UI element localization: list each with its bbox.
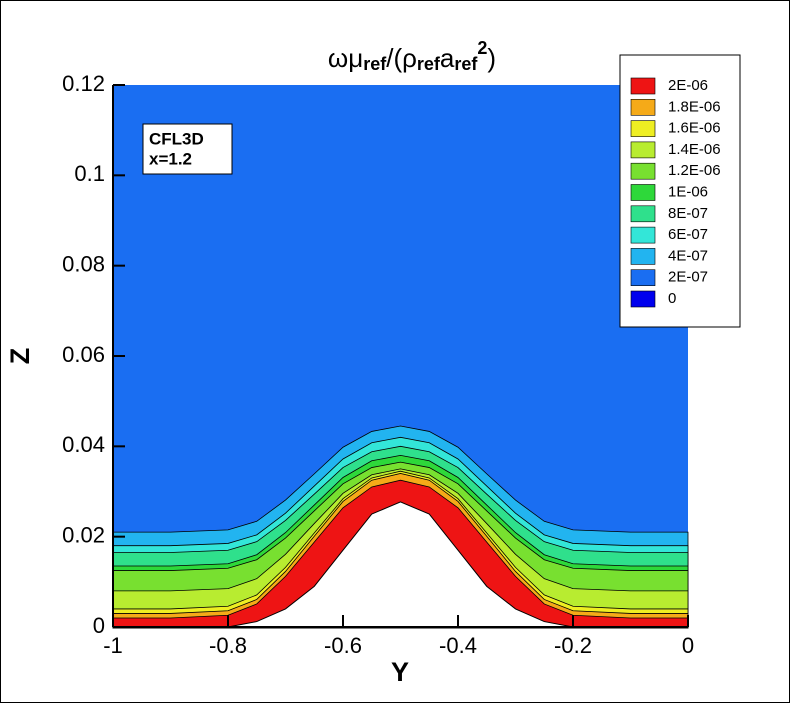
y-tick-label: 0.1 bbox=[74, 161, 105, 186]
title-part: ) bbox=[487, 43, 496, 73]
legend-swatch bbox=[630, 269, 656, 287]
x-tick-label: -0.8 bbox=[209, 633, 247, 658]
legend-swatch bbox=[630, 290, 656, 308]
annotation-box bbox=[142, 123, 233, 175]
legend-label: 0 bbox=[668, 290, 676, 307]
chart-title: ωμref/(ρrefaref2) bbox=[328, 38, 496, 74]
title-part: ρ bbox=[402, 43, 417, 73]
annotation-text: CFL3D bbox=[149, 129, 204, 148]
x-axis-label: Y bbox=[391, 657, 409, 687]
x-tick-label: -0.2 bbox=[554, 633, 592, 658]
legend-label: 6E-07 bbox=[668, 226, 708, 243]
y-tick-label: 0.06 bbox=[62, 342, 105, 367]
legend-swatch bbox=[630, 205, 656, 223]
legend-swatch bbox=[630, 120, 656, 137]
title-part: ω bbox=[328, 43, 348, 73]
legend-label: 1.2E-06 bbox=[668, 162, 721, 179]
legend-label: 1.4E-06 bbox=[668, 141, 721, 158]
y-axis-label: Z bbox=[5, 348, 35, 365]
annotation-text: x=1.2 bbox=[149, 149, 192, 168]
title-part: ref bbox=[363, 54, 387, 74]
legend-label: 1.8E-06 bbox=[668, 98, 721, 115]
legend-swatch bbox=[630, 184, 656, 201]
legend-swatch bbox=[630, 162, 656, 180]
plot-area bbox=[112, 85, 689, 629]
x-tick-label: -1 bbox=[103, 633, 123, 658]
title-part: 2 bbox=[477, 38, 487, 58]
legend-swatch bbox=[630, 226, 656, 244]
y-tick-label: 0.08 bbox=[62, 251, 105, 276]
title-part: a bbox=[440, 43, 455, 73]
y-tick-label: 0 bbox=[93, 613, 105, 638]
legend-label: 8E-07 bbox=[668, 205, 708, 222]
y-tick-label: 0.04 bbox=[62, 432, 105, 457]
x-tick-label: -0.6 bbox=[324, 633, 362, 658]
legend-label: 1E-06 bbox=[668, 183, 708, 200]
legend-swatch bbox=[630, 248, 656, 265]
title-part: μ bbox=[348, 43, 363, 73]
title-part: ref bbox=[454, 54, 478, 74]
y-tick-label: 0.12 bbox=[62, 71, 105, 96]
legend-label: 2E-06 bbox=[668, 77, 708, 94]
legend-label: 2E-07 bbox=[668, 269, 708, 286]
x-tick-label: 0 bbox=[682, 633, 694, 658]
legend-swatch bbox=[630, 141, 656, 159]
title-part: ref bbox=[417, 54, 441, 74]
x-tick-label: -0.4 bbox=[439, 633, 477, 658]
legend-swatch bbox=[630, 77, 656, 95]
legend-label: 4E-07 bbox=[668, 247, 708, 264]
legend-label: 1.6E-06 bbox=[668, 120, 721, 137]
legend-swatch bbox=[630, 99, 656, 116]
title-part: /( bbox=[386, 43, 402, 73]
y-tick-label: 0.02 bbox=[62, 522, 105, 547]
